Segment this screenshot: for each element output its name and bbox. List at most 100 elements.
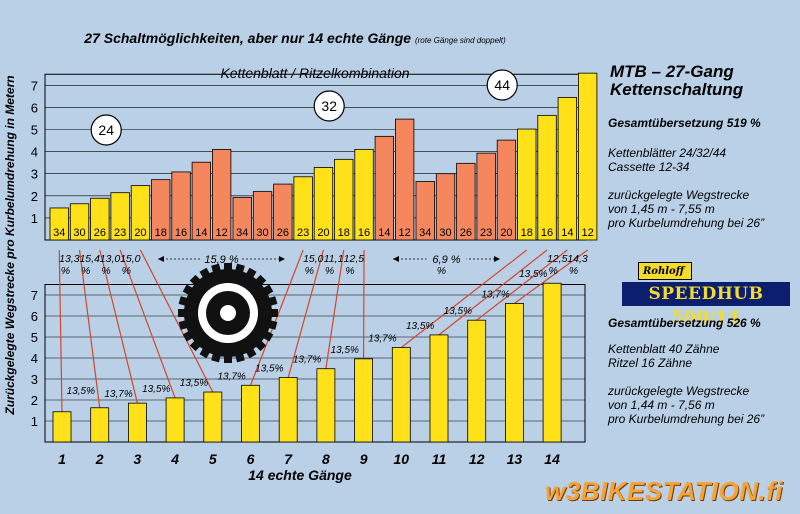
gear-number-label: 1 [58,451,66,467]
sprocket-label: 14 [561,227,573,239]
sprocket-label: 20 [317,227,329,239]
sprocket-label: 12 [216,227,228,239]
top-step-percent-sign: % [549,265,558,277]
top-step-percent: 12,5 [547,253,568,265]
bottom-bar [354,358,374,443]
top-step-percent: 15,4 [79,253,100,265]
step-percent-label: 13,5% [406,321,434,332]
gear-connector [287,249,325,378]
gear-connector [139,249,214,393]
sprocket-label: 12 [399,227,411,239]
sprocket-label: 20 [134,227,146,239]
top-step-percent: 14,3 [567,253,588,265]
top-step-percent-sign: % [61,265,70,277]
chainring-circle [90,114,122,146]
sprocket-label: 18 [521,227,533,239]
top-bar [90,197,110,241]
gear-connector [58,249,63,412]
top-step-percent-sign: % [101,265,110,277]
gear-number-label: 4 [170,451,179,467]
sprocket-label: 23 [480,227,492,239]
sprocket-label: 34 [53,227,65,239]
gear-number-label: 11 [432,451,447,467]
sprocket-label: 34 [236,227,248,239]
mtb-line-3: zurückgelegte Wegstrecke [608,188,750,202]
gear-connector [476,249,568,321]
top-step-percent-sign: % [81,265,90,277]
hub-line-4: von 1,44 m - 7,56 m [608,398,715,412]
sprocket-label: 18 [338,227,350,239]
top-bar [151,179,171,241]
top-bar [232,196,252,241]
bottom-bar [127,402,147,443]
step-percent-label: 13,7% [481,289,509,300]
top-bars [49,72,598,241]
gear-connector [514,249,589,304]
top-bar [130,185,151,241]
bottom-tick-label: 3 [31,372,38,387]
header-note: (rote Gänge sind doppelt) [414,36,506,45]
top-bar [496,139,517,241]
top-bar [435,173,456,241]
gear-number-label: 10 [394,451,410,467]
sprocket-label: 14 [378,227,390,239]
sprocket-label: 14 [195,227,207,239]
top-bar [374,135,395,241]
sprocket-label: 23 [114,227,126,239]
bottom-bar [542,282,562,443]
top-tick-label: 1 [31,211,38,226]
sprocket-label: 26 [460,227,472,239]
sprocket-label: 26 [277,227,289,239]
connector-lines [58,249,589,412]
sprocket-label: 16 [358,227,370,239]
sprocket-watermark: WWW.BIKESTATION.FI [178,263,278,363]
step-percent-label: 13,5% [142,384,170,395]
top-step-percent: 11,1 [324,253,344,265]
top-bar [415,181,435,241]
bottom-bar [316,368,336,443]
step-percent-label: 13,5% [255,364,283,375]
step-percent-label: 13,7% [368,334,396,345]
hub-line-1: Kettenblatt 40 Zähne [608,342,720,356]
step-percent-label: 13,7% [293,355,321,366]
step-percent-label: 13,5% [519,269,547,280]
mtb-heading-2: Kettenschaltung [610,80,744,99]
top-bar [578,72,598,241]
mtb-heading-1: MTB – 27-Gang [610,62,734,81]
x-axis-title: 14 echte Gänge [248,467,352,483]
top-bar [313,167,334,241]
step-percent-label: 13,5% [331,345,359,356]
top-bar [476,152,496,241]
gear-connector [438,249,548,336]
gear-connector [119,249,176,399]
gap-arrow-head [158,256,164,262]
step-percent-label: 13,5% [67,386,95,397]
gap-arrow-head [494,256,500,262]
sprocket-label: 26 [94,227,106,239]
chainring-label: 24 [98,122,114,138]
top-step-percent-sign: % [437,265,446,277]
gear-number-label: 13 [507,451,523,467]
chainring-label: 32 [321,98,337,114]
sprocket-center [220,305,236,321]
sprocket-label: 30 [73,227,85,239]
gear-connector [78,249,101,408]
bottom-bar [467,319,487,443]
top-step-percent-sign: % [325,265,334,277]
hub-line-2: Ritzel 16 Zähne [608,356,693,370]
gear-number-label: 7 [284,451,293,467]
top-tick-label: 7 [31,78,38,93]
speedhub-logo: SPEEDHUB 500/14 [622,282,790,328]
mtb-ratio: Gesamtübersetzung 519 % [608,116,761,130]
top-tick-label: 5 [31,123,38,138]
gear-connector [99,249,138,404]
top-bar [557,97,577,241]
mtb-line-1: Kettenblätter 24/32/44 [608,146,727,160]
hub-ratio: Gesamtübersetzung 526 % [608,316,761,330]
top-bar [191,161,212,241]
bottom-tick-label: 4 [31,351,38,366]
gear-number-label: 14 [544,451,560,467]
mtb-line-2: Cassette 12-34 [608,160,690,174]
top-bar [211,148,232,241]
top-tick-label: 6 [31,100,38,115]
